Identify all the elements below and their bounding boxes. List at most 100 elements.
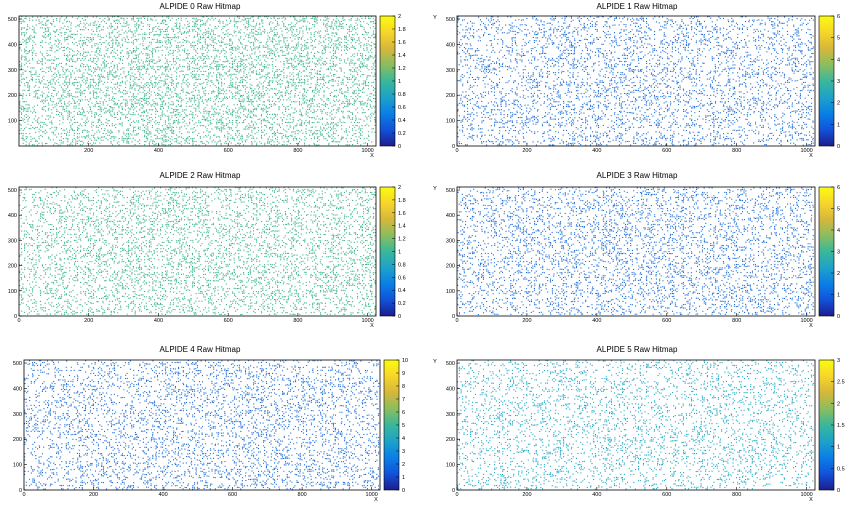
color-bar-label: 1	[837, 445, 840, 451]
chart-title-3: ALPIDE 3 Raw Hitmap	[597, 171, 678, 180]
x-tick-label: 200	[89, 492, 98, 498]
color-bar-label: 2	[398, 14, 401, 20]
hitmap-svg-3: ALPIDE 3 Raw Hitmap 0 200 400 600 800 1000010…	[433, 171, 840, 329]
x-tick-label: 0	[455, 492, 458, 498]
chart-title-2: ALPIDE 2 Raw Hitmap	[160, 171, 241, 180]
hitmap-panel-5: ALPIDE 5 Raw Hitmap 0 200 400 600 800 1000 0 10…	[427, 338, 854, 507]
hitmap-svg-5: ALPIDE 5 Raw Hitmap 0 200 400 600 800 1000010…	[433, 345, 845, 503]
color-bar-label: 2	[837, 401, 840, 407]
y-tick-label: 100	[446, 119, 455, 125]
y-tick-label: 100	[8, 289, 17, 295]
color-bar-label: 9	[402, 371, 405, 377]
x-tick-label: 200	[522, 148, 531, 154]
x-axis-label: X	[809, 153, 813, 159]
color-bar-label: 1	[837, 122, 840, 128]
x-tick-label: 200	[522, 492, 531, 498]
y-tick-label: 400	[446, 386, 455, 392]
x-tick-label: 600	[224, 318, 233, 324]
y-tick-label: 400	[446, 42, 455, 48]
hit-pixels	[19, 187, 376, 316]
y-tick-label: 200	[446, 93, 455, 99]
y-tick-label: 100	[446, 289, 455, 295]
color-bar-label: 0.8	[398, 262, 406, 268]
y-tick-label: 0	[14, 314, 17, 320]
x-tick-label: 0	[22, 492, 25, 498]
color-bar-label: 5	[837, 36, 840, 42]
x-tick-label: 400	[592, 148, 601, 154]
color-bar-label: 0.6	[398, 105, 406, 111]
y-tick-label: 500	[446, 188, 455, 194]
y-tick-label: 500	[8, 188, 17, 194]
x-tick-label: 1000	[800, 318, 812, 324]
color-bar-label: 2	[837, 101, 840, 107]
color-bar-label: 5	[402, 423, 405, 429]
plot-area	[457, 187, 815, 316]
plot-frame	[456, 359, 816, 491]
y-tick-label: 100	[13, 463, 22, 469]
plot-frame	[18, 15, 377, 147]
chart-title-5: ALPIDE 5 Raw Hitmap	[597, 345, 678, 354]
y-tick-label: 200	[446, 264, 455, 270]
hitmap-svg-1: ALPIDE 1 Raw Hitmap 0 200 400 600 800 1000010…	[433, 2, 840, 159]
color-bar-label: 1	[398, 79, 401, 85]
chart-title-1: ALPIDE 1 Raw Hitmap	[597, 2, 678, 11]
y-axis-label: Y	[433, 359, 437, 365]
y-tick-label: 0	[19, 488, 22, 494]
plot-area	[24, 360, 380, 490]
color-bar-label: 0.8	[398, 92, 406, 98]
x-tick-label: 1000	[366, 492, 378, 498]
plot-area	[457, 360, 815, 490]
color-bar-label: 1.5	[837, 423, 845, 429]
x-axis-label: X	[809, 497, 813, 503]
plot-frame	[23, 359, 381, 491]
x-tick-label: 1000	[362, 318, 374, 324]
plot-area	[457, 16, 815, 146]
hit-pixels	[19, 16, 376, 146]
y-tick-label: 200	[13, 437, 22, 443]
hitmap-panel-3: ALPIDE 3 Raw Hitmap 0 200 400 600 800 1000 0 10…	[427, 169, 854, 338]
y-tick-label: 500	[446, 17, 455, 23]
x-tick-label: 200	[84, 148, 93, 154]
x-tick-label: 0	[17, 318, 20, 324]
x-tick-label: 600	[662, 318, 671, 324]
y-tick-label: 500	[8, 17, 17, 23]
color-bar-label: 0.2	[398, 301, 406, 307]
x-tick-label: 400	[154, 318, 163, 324]
y-tick-label: 400	[13, 386, 22, 392]
color-bar-label: 0.2	[398, 131, 406, 137]
y-tick-label: 300	[446, 238, 455, 244]
hit-pixels	[24, 360, 380, 490]
color-bar-label: 0.5	[837, 466, 845, 472]
plot-frame	[456, 186, 816, 317]
color-bar-label: 0	[402, 488, 405, 494]
y-tick-label: 0	[452, 144, 455, 150]
color-bar-label: 1.6	[398, 211, 406, 217]
color-bar-label: 0	[837, 314, 840, 320]
x-tick-label: 400	[158, 492, 167, 498]
plot-frame	[456, 15, 816, 147]
x-axis-label: X	[809, 323, 813, 329]
color-bar-label: 1	[398, 250, 401, 256]
color-bar-label: 2	[398, 185, 401, 191]
color-bar-label: 0.6	[398, 275, 406, 281]
y-tick-label: 200	[446, 437, 455, 443]
y-tick-label: 100	[446, 463, 455, 469]
y-tick-label: 300	[8, 238, 17, 244]
color-bar-label: 7	[402, 397, 405, 403]
color-bar-label: 6	[837, 14, 840, 20]
hitmap-svg-4: ALPIDE 4 Raw Hitmap 0 200 400 600 800 1000010…	[13, 345, 408, 503]
color-bar-label: 2	[402, 462, 405, 468]
x-axis-label: X	[374, 497, 378, 503]
y-tick-label: 0	[452, 488, 455, 494]
x-tick-label: 800	[293, 318, 302, 324]
chart-title-0: ALPIDE 0 Raw Hitmap	[160, 2, 241, 11]
color-bar-label: 3	[837, 79, 840, 85]
x-tick-label: 1000	[800, 148, 812, 154]
color-bar-label: 6	[402, 410, 405, 416]
color-bar-label: 1.6	[398, 40, 406, 46]
color-bar-label: 1	[402, 475, 405, 481]
y-tick-label: 400	[446, 213, 455, 219]
chart-title-4: ALPIDE 4 Raw Hitmap	[160, 345, 241, 354]
y-tick-label: 500	[446, 361, 455, 367]
plot-area	[19, 16, 376, 146]
